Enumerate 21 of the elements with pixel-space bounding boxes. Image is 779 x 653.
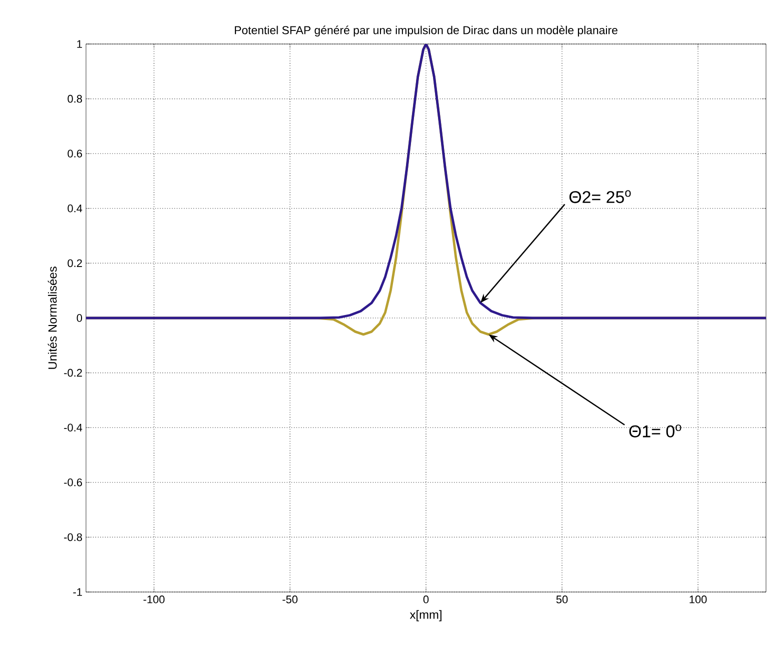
annotation: Θ2= 25$^{o}$: [569, 190, 631, 204]
x-tick-label: -50: [282, 596, 298, 604]
y-tick-label: 0.2: [68, 259, 82, 268]
y-tick-label: -0.6: [64, 478, 82, 486]
x-tick-label: 0: [423, 596, 429, 604]
y-tick-label: 1: [77, 40, 82, 48]
y-tick-label: 0.4: [68, 204, 82, 212]
y-tick-label: -0.8: [64, 533, 82, 542]
x-tick-label: 100: [690, 596, 707, 604]
y-tick-label: 0: [76, 314, 82, 322]
y-tick-label: 0.8: [68, 94, 82, 103]
y-tick-label: -0.2: [64, 368, 82, 377]
y-tick-label: -0.4: [64, 424, 82, 432]
y-tick-label: -1: [73, 588, 82, 596]
annotation: Θ1= 0$^{o}$: [629, 424, 682, 438]
y-tick-label: 0.6: [68, 150, 82, 158]
x-axis-title: x[mm]: [410, 610, 442, 622]
x-tick-label: -100: [144, 596, 165, 604]
y-axis-title: Unités Normalisées: [48, 266, 57, 369]
x-tick-label: 50: [556, 596, 568, 604]
chart-title: Potentiel SFAP généré par une impulsion de Dirac dans un modèle planaire: [234, 26, 618, 36]
